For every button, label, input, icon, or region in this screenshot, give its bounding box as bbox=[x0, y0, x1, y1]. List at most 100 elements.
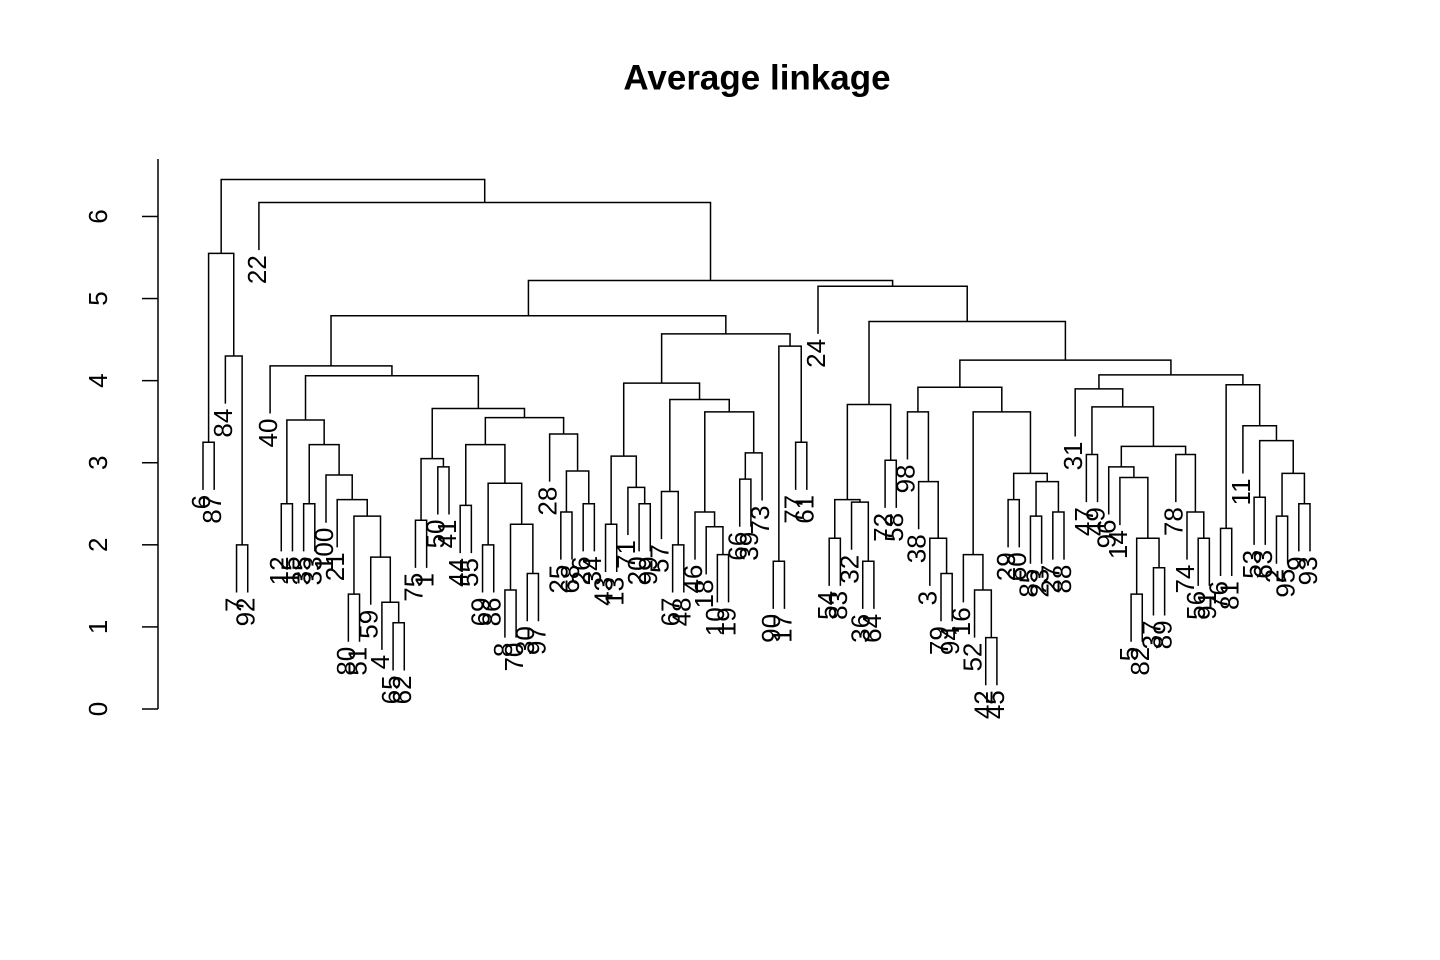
leaf-label: 60 bbox=[1002, 552, 1032, 581]
merge bbox=[1007, 498, 1021, 548]
leaf-label: 66 bbox=[723, 532, 753, 561]
leaf-label: 10 bbox=[700, 607, 730, 636]
leaf-label: 90 bbox=[756, 614, 786, 643]
leaf-label: 9 bbox=[1282, 556, 1312, 570]
leaf-label: 99 bbox=[633, 556, 663, 585]
leaf-label: 64 bbox=[857, 614, 887, 643]
leaf-label: 21 bbox=[320, 552, 350, 581]
leaf-label: 97 bbox=[521, 626, 551, 655]
merge bbox=[1074, 388, 1124, 437]
merge bbox=[459, 504, 473, 554]
merge bbox=[627, 486, 646, 536]
merge bbox=[1135, 537, 1160, 595]
merge bbox=[884, 459, 898, 508]
merge bbox=[560, 511, 573, 560]
leaf-label: 24 bbox=[801, 339, 831, 368]
leaf-label: 45 bbox=[980, 690, 1010, 719]
leaf-label: 44 bbox=[443, 558, 473, 587]
leaf-label: 61 bbox=[790, 495, 820, 524]
leaf-label: 3 bbox=[913, 591, 943, 605]
leaf-label: 22 bbox=[242, 255, 272, 284]
leaf-label: 31 bbox=[1058, 442, 1088, 471]
leaf-label: 95 bbox=[1271, 569, 1301, 598]
merge bbox=[694, 511, 716, 560]
merge bbox=[850, 501, 870, 562]
y-tick-label: 5 bbox=[83, 291, 113, 305]
leaf-label: 68 bbox=[555, 565, 585, 594]
leaf-label: 27 bbox=[1036, 565, 1066, 594]
merge bbox=[202, 441, 215, 490]
leaf-label: 91 bbox=[1192, 591, 1222, 620]
leaf-label: 43 bbox=[588, 577, 618, 606]
merge bbox=[220, 178, 486, 254]
merge bbox=[817, 285, 968, 334]
merge bbox=[1091, 406, 1155, 455]
leaf-label: 56 bbox=[1181, 591, 1211, 620]
merge bbox=[565, 470, 590, 512]
merge bbox=[1052, 511, 1065, 560]
merge bbox=[962, 553, 984, 603]
merge bbox=[906, 411, 930, 482]
leaf-label: 6 bbox=[186, 495, 216, 509]
leaf-label: 98 bbox=[890, 464, 920, 493]
merge bbox=[280, 503, 294, 552]
merge bbox=[772, 560, 786, 609]
merge bbox=[917, 386, 1003, 412]
merge bbox=[392, 622, 406, 671]
leaf-label: 46 bbox=[678, 565, 708, 594]
y-tick-label: 4 bbox=[83, 373, 113, 387]
merge bbox=[861, 560, 875, 609]
leaf-label: 69 bbox=[465, 597, 495, 626]
merge bbox=[929, 537, 948, 586]
merge bbox=[778, 345, 802, 562]
merge bbox=[868, 320, 1067, 405]
merge bbox=[1197, 537, 1211, 586]
merge bbox=[224, 355, 243, 545]
leaf-label: 49 bbox=[1080, 507, 1110, 536]
merge bbox=[484, 416, 565, 445]
leaf-label: 94 bbox=[935, 626, 965, 655]
leaf-label: 41 bbox=[432, 519, 462, 548]
merge bbox=[420, 457, 445, 521]
leaf-label: 77 bbox=[779, 495, 809, 524]
merge bbox=[1186, 511, 1205, 560]
merge bbox=[308, 443, 340, 504]
leaf-label: 4 bbox=[365, 655, 395, 669]
leaf-label: 59 bbox=[354, 610, 384, 639]
leaf-label: 73 bbox=[745, 506, 775, 535]
leaf-label: 54 bbox=[812, 591, 842, 620]
leaf-label: 39 bbox=[734, 532, 764, 561]
merge bbox=[336, 498, 368, 548]
leaf-label: 96 bbox=[1092, 519, 1122, 548]
merge bbox=[527, 279, 894, 316]
leaf-label: 29 bbox=[991, 552, 1021, 581]
merge bbox=[1119, 476, 1149, 539]
merge bbox=[972, 411, 1032, 555]
leaf-label: 20 bbox=[622, 556, 652, 585]
merge bbox=[1175, 453, 1197, 512]
leaf-label: 38 bbox=[902, 534, 932, 563]
leaf-label: 48 bbox=[667, 597, 697, 626]
leaf-label: 16 bbox=[946, 607, 976, 636]
merge bbox=[973, 589, 993, 638]
merge bbox=[431, 407, 526, 459]
merge bbox=[509, 523, 534, 590]
leaf-label: 42 bbox=[969, 690, 999, 719]
merge bbox=[381, 601, 400, 650]
merge bbox=[487, 482, 523, 545]
leaf-label: 57 bbox=[644, 544, 674, 573]
merge bbox=[1275, 515, 1289, 564]
merge bbox=[610, 455, 638, 525]
merge bbox=[1219, 527, 1233, 577]
leaf-label: 88 bbox=[1047, 565, 1077, 594]
leaf-label: 18 bbox=[689, 579, 719, 608]
merge bbox=[1152, 567, 1166, 616]
merge bbox=[207, 252, 235, 443]
leaf-label: 50 bbox=[421, 519, 451, 548]
leaf-label: 71 bbox=[611, 540, 641, 569]
y-tick-label: 6 bbox=[83, 209, 113, 223]
leaf-label: 7 bbox=[219, 597, 249, 611]
merge bbox=[660, 333, 791, 384]
merge bbox=[1035, 480, 1060, 517]
